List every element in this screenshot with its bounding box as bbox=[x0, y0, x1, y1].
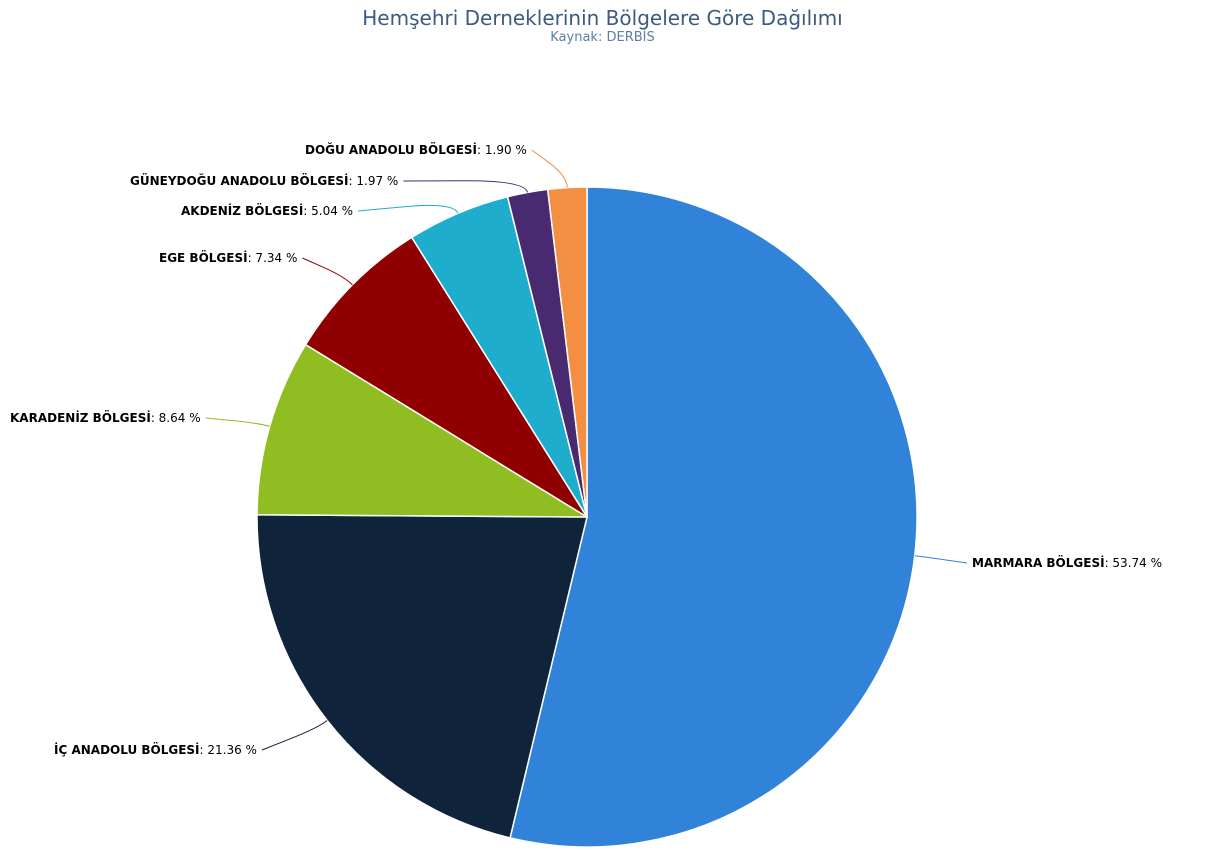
connector-lines bbox=[205, 149, 968, 751]
slice-label: EGE BÖLGESİ: 7.34 % bbox=[159, 250, 297, 265]
slice-label: GÜNEYDOĞU ANADOLU BÖLGESİ: 1.97 % bbox=[130, 173, 398, 188]
pie-slice[interactable] bbox=[256, 514, 588, 839]
slice-label: KARADENİZ BÖLGESİ: 8.64 % bbox=[10, 410, 201, 425]
slice-label: İÇ ANADOLU BÖLGESİ: 21.36 % bbox=[54, 742, 257, 757]
data-labels: MARMARA BÖLGESİ: 53.74 % İÇ ANADOLU BÖLGE… bbox=[10, 142, 1162, 757]
pie-slice[interactable] bbox=[304, 236, 588, 518]
chart-subtitle: Kaynak: DERBİS bbox=[550, 30, 655, 45]
connector-line bbox=[261, 720, 328, 751]
pie-slice[interactable] bbox=[256, 343, 588, 518]
chart-header: Hemşehri Derneklerinin Bölgelere Göre Da… bbox=[0, 6, 1205, 45]
connector-line bbox=[358, 204, 459, 214]
connector-line bbox=[531, 149, 568, 188]
connector-line bbox=[302, 257, 353, 286]
connector-line bbox=[205, 417, 270, 427]
slice-label: DOĞU ANADOLU BÖLGESİ: 1.90 % bbox=[305, 142, 527, 157]
pie-slices bbox=[256, 186, 918, 848]
connector-line bbox=[914, 555, 968, 564]
slice-label: MARMARA BÖLGESİ: 53.74 % bbox=[972, 555, 1162, 570]
connector-line bbox=[403, 180, 528, 193]
slice-label: AKDENİZ BÖLGESİ: 5.04 % bbox=[181, 203, 353, 218]
chart-title: Hemşehri Derneklerinin Bölgelere Göre Da… bbox=[362, 6, 843, 30]
